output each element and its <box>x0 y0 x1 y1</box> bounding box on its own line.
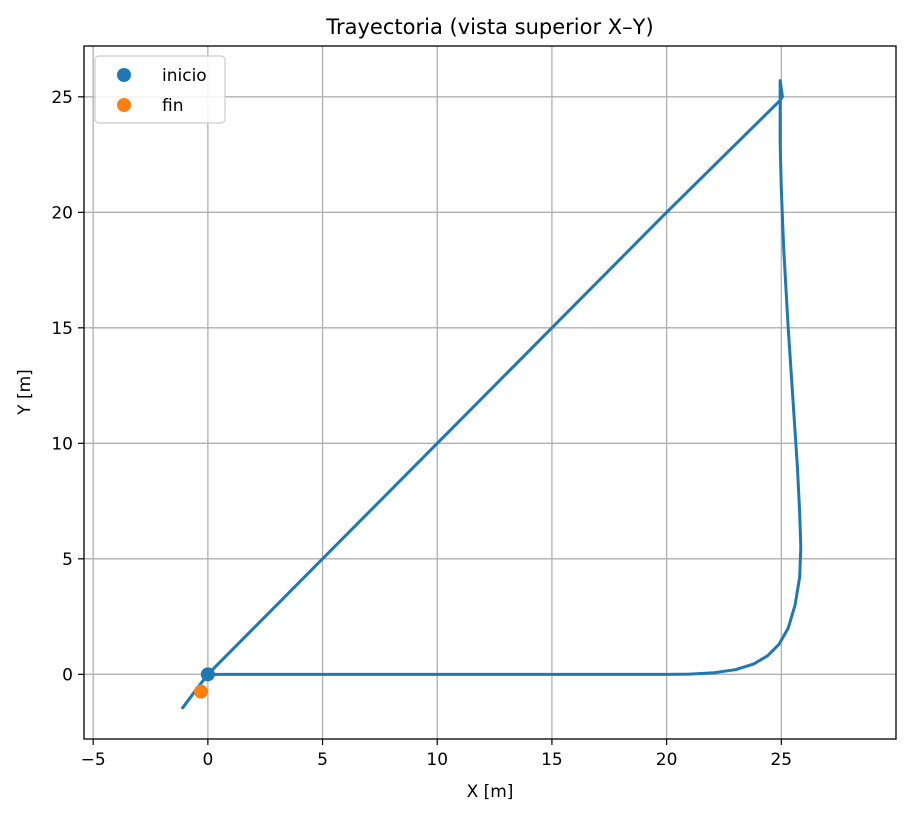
legend: inicio fin <box>94 55 226 124</box>
y-axis-ticks: 0 5 10 15 20 25 <box>51 88 84 685</box>
point-inicio <box>200 667 215 682</box>
y-axis-label: Y [m] <box>15 369 35 416</box>
x-tick-label: 15 <box>541 750 563 770</box>
x-tick-label: −5 <box>81 750 106 770</box>
legend-label-fin: fin <box>162 96 183 116</box>
y-tick-label: 0 <box>62 665 73 685</box>
x-tick-label: 10 <box>426 750 448 770</box>
trajectory-line <box>181 79 803 710</box>
series-points <box>193 667 215 699</box>
legend-marker-inicio <box>117 68 131 82</box>
x-axis-label: X [m] <box>467 782 514 802</box>
y-tick-label: 10 <box>51 434 73 454</box>
x-tick-label: 20 <box>656 750 678 770</box>
x-tick-label: 0 <box>202 750 213 770</box>
y-tick-label: 20 <box>51 203 73 223</box>
x-tick-label: 5 <box>317 750 328 770</box>
series-lines <box>181 79 803 710</box>
x-axis-ticks: −5 0 5 10 15 20 25 <box>81 739 792 770</box>
x-tick-label: 25 <box>770 750 792 770</box>
y-tick-label: 5 <box>62 550 73 570</box>
plot-frame <box>83 45 897 740</box>
y-tick-label: 15 <box>51 319 73 339</box>
chart-title: Trayectoria (vista superior X–Y) <box>325 15 653 39</box>
legend-label-inicio: inicio <box>162 66 207 86</box>
point-fin <box>193 684 208 699</box>
y-tick-label: 25 <box>51 88 73 108</box>
legend-marker-fin <box>117 98 131 112</box>
